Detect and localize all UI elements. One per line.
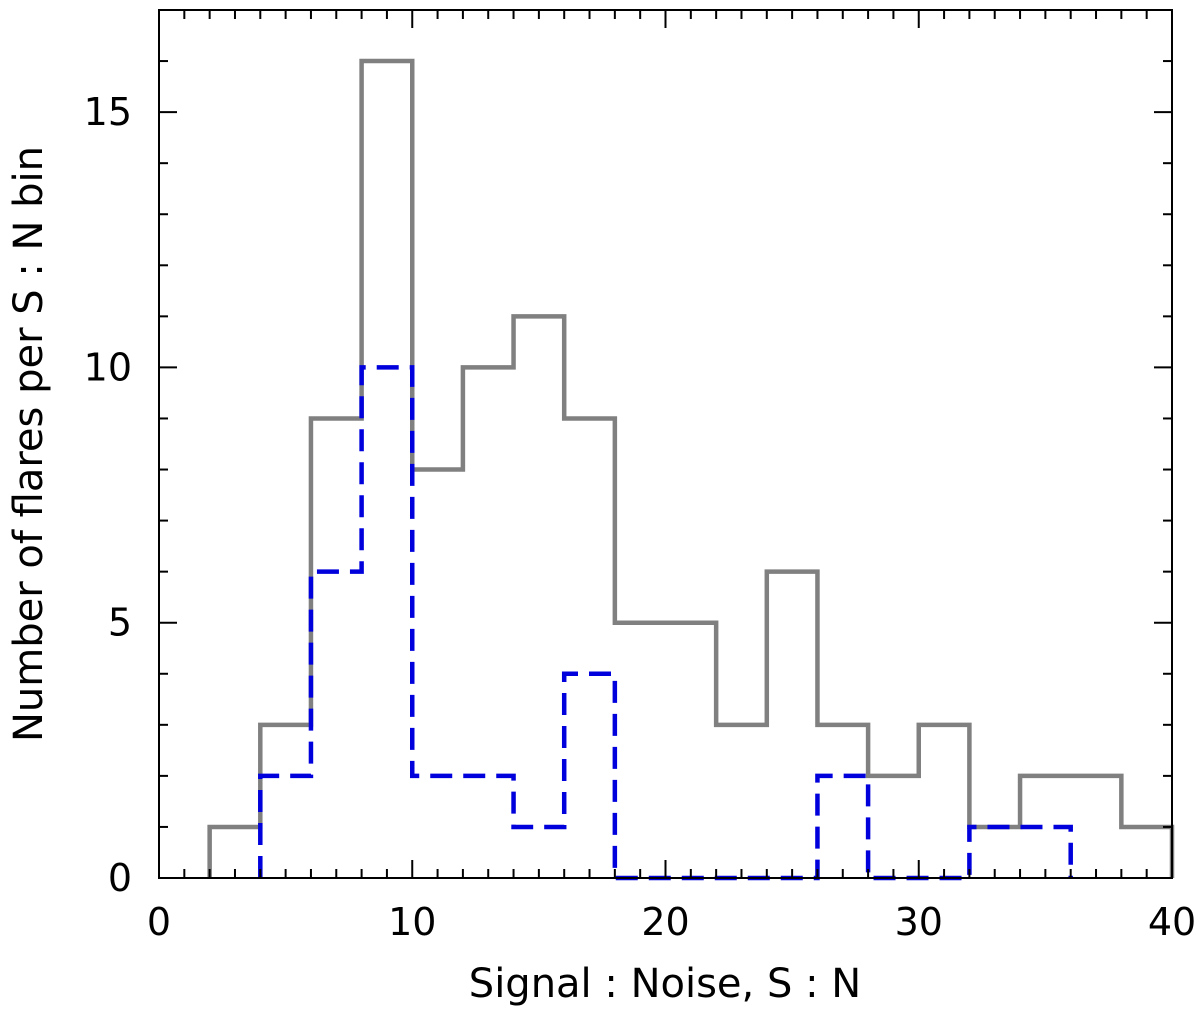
y-tick-label: 10 bbox=[84, 345, 132, 389]
tick-label-layer: 0 10 20 30 40 0 5 10 15 bbox=[84, 90, 1197, 944]
x-tick-label: 0 bbox=[147, 900, 171, 944]
series-layer bbox=[207, 58, 1175, 881]
y-tick-label: 5 bbox=[108, 601, 132, 645]
x-tick-label: 30 bbox=[895, 900, 943, 944]
series-total-histogram bbox=[207, 58, 1175, 878]
y-tick-label: 15 bbox=[84, 90, 132, 134]
y-tick-label: 0 bbox=[108, 856, 132, 900]
x-tick-label: 40 bbox=[1148, 900, 1196, 944]
tick-layer bbox=[158, 9, 1173, 879]
y-axis-title: Number of flares per S : N bin bbox=[6, 146, 52, 742]
x-tick-label: 20 bbox=[641, 900, 689, 944]
x-axis-title: Signal : Noise, S : N bbox=[469, 961, 861, 1007]
x-tick-label: 10 bbox=[388, 900, 436, 944]
